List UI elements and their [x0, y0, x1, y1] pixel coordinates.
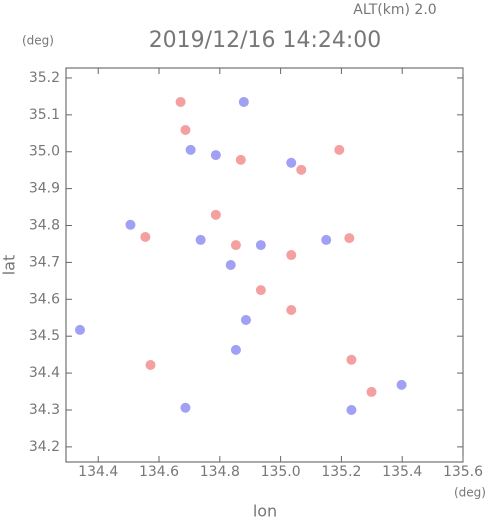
echo-point	[145, 359, 156, 370]
echo-point	[210, 209, 221, 220]
x-tick-label: 134.4	[78, 464, 118, 480]
echo-point	[230, 344, 241, 355]
y-unit: (deg)	[22, 34, 54, 48]
echo-point	[175, 96, 186, 107]
echo-point	[235, 154, 246, 165]
echo-point	[238, 96, 249, 107]
echo-point	[180, 402, 191, 413]
echo-point	[255, 240, 266, 251]
x-label: lon	[253, 502, 277, 521]
y-tick-label: 34.7	[29, 254, 60, 270]
echo-point	[346, 404, 357, 415]
echo-point	[334, 144, 345, 155]
echo-point	[366, 386, 377, 397]
echo-point	[74, 324, 85, 335]
y-tick-label: 34.9	[29, 181, 60, 197]
x-tick-label: 135.6	[443, 464, 483, 480]
x-tick-label: 134.6	[139, 464, 179, 480]
echo-point	[396, 379, 407, 390]
echo-point	[185, 144, 196, 155]
y-tick-label: 35.0	[29, 144, 60, 160]
x-tick-label: 134.8	[200, 464, 240, 480]
echo-point	[344, 233, 355, 244]
y-tick-label: 34.2	[29, 439, 60, 455]
y-tick-label: 35.1	[29, 107, 60, 123]
y-tick-label: 34.4	[29, 365, 60, 381]
x-tick-label: 135.0	[261, 464, 301, 480]
y-label: lat	[0, 255, 19, 276]
x-tick-label: 135.2	[321, 464, 361, 480]
y-tick-label: 34.8	[29, 218, 60, 234]
x-unit: (deg)	[454, 486, 486, 500]
echo-point	[140, 231, 151, 242]
echo-point	[195, 234, 206, 245]
echo-point	[286, 250, 297, 261]
echo-point	[240, 314, 251, 325]
x-tick-label: 135.4	[382, 464, 422, 480]
echo-point	[230, 240, 241, 251]
y-tick-label: 34.6	[29, 291, 60, 307]
y-tick-label: 35.2	[29, 70, 60, 86]
echo-point	[286, 157, 297, 168]
y-tick-label: 34.3	[29, 402, 60, 418]
echo-point	[286, 305, 297, 316]
echo-point	[346, 354, 357, 365]
echo-point	[321, 234, 332, 245]
y-tick-label: 34.5	[29, 328, 60, 344]
echo-point	[180, 124, 191, 135]
echo-point	[210, 150, 221, 161]
echo-point	[296, 164, 307, 175]
echo-point	[225, 260, 236, 270]
chart-subtitle: ALT(km) 2.0	[353, 2, 436, 18]
plot-frame	[65, 67, 464, 463]
echo-point	[125, 219, 136, 230]
echo-point	[255, 285, 266, 296]
chart-title: 2019/12/16 14:24:00	[149, 28, 382, 53]
